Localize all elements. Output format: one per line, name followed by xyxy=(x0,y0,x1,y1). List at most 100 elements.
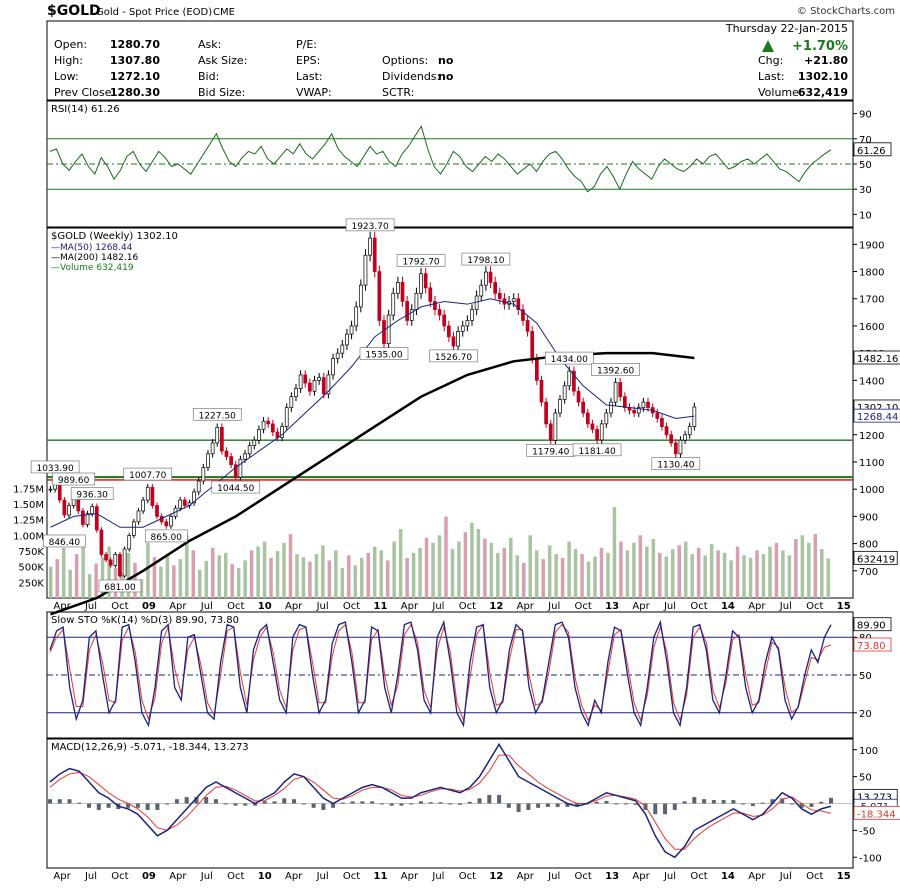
volume-bar xyxy=(185,535,189,598)
price-candle xyxy=(155,505,159,517)
price-annotation: 1181.40 xyxy=(578,447,615,457)
quote-box: Open: 1280.70 High: 1307.80 Low: 1272.10… xyxy=(46,20,854,101)
volume-bar xyxy=(696,547,701,598)
x-tick-label: Oct xyxy=(459,601,476,612)
price-annotation: 989.60 xyxy=(58,476,90,486)
price-candle xyxy=(48,488,53,491)
volume-bar xyxy=(768,546,772,598)
volume-tick: 1.75M xyxy=(13,484,44,495)
macd-x-tick-label: 14 xyxy=(721,871,735,882)
volume-bar xyxy=(554,554,558,598)
price-candle xyxy=(669,434,674,444)
macd-x-tick-label: Oct xyxy=(690,871,707,882)
volume-bar xyxy=(677,545,681,598)
price-candle xyxy=(252,439,257,446)
price-candle xyxy=(484,271,488,286)
high-label: High: xyxy=(54,54,83,67)
price-candle xyxy=(335,352,340,359)
macd-hist-bar xyxy=(702,799,707,804)
x-tick-label: Jul xyxy=(779,601,792,612)
price-candle xyxy=(99,529,104,555)
volume-bar xyxy=(107,546,111,598)
annotation-box xyxy=(70,487,114,500)
macd-hist-bar xyxy=(389,803,394,806)
price-candle xyxy=(687,426,692,436)
volume-bar xyxy=(411,552,416,598)
volume-bar xyxy=(372,546,377,598)
volume-bar xyxy=(327,560,332,598)
price-annotation: 1179.40 xyxy=(532,447,569,457)
price-candle xyxy=(488,271,493,283)
last-value: 1302.10 xyxy=(798,70,848,83)
price-annotation: 1130.40 xyxy=(657,461,694,471)
macd-x-tick-label: Apr xyxy=(169,871,187,882)
macd-hist-bar xyxy=(663,803,668,815)
chg-label: Chg: xyxy=(758,54,783,67)
x-tick-label: 11 xyxy=(374,601,388,612)
volume-bar xyxy=(347,555,351,598)
price-candle xyxy=(456,331,460,347)
macd-tick: 100 xyxy=(859,746,878,757)
volume-bar xyxy=(528,535,532,598)
price-candle xyxy=(294,388,298,398)
volume-bar xyxy=(340,567,345,598)
volume-tick: 1.00M xyxy=(13,531,44,542)
volume-bar xyxy=(249,550,254,598)
macd-hist-bar xyxy=(458,803,463,805)
annotation-box xyxy=(544,351,594,365)
volume-bar xyxy=(366,552,370,598)
sto-label: Slow STO %K(14) %D(3) 89.90, 73.80 xyxy=(51,615,239,626)
price-candle xyxy=(229,456,233,466)
macd-x-tick-label: Jul xyxy=(663,871,676,882)
volume-bar xyxy=(431,542,435,598)
price-candle xyxy=(562,385,567,400)
macd-x-tick-label: 13 xyxy=(605,871,619,882)
volume-bar xyxy=(638,535,643,598)
price-annotation: 1033.90 xyxy=(36,464,73,474)
volume-bar xyxy=(755,550,759,598)
volume-bar xyxy=(502,547,507,598)
volume-bar xyxy=(444,516,448,598)
macd-tick: 50 xyxy=(859,773,872,784)
price-candle xyxy=(405,301,410,321)
macd-x-tick-label: Jul xyxy=(200,871,213,882)
macd-hist-bar xyxy=(731,800,736,804)
macd-hist-bar xyxy=(272,801,277,804)
macd-hist-bar xyxy=(243,803,248,806)
macd-hist-bar xyxy=(711,800,716,804)
macd-tick: -50 xyxy=(859,826,875,837)
legend-item: —MA(50) 1268.44 xyxy=(51,243,133,253)
price-candle xyxy=(321,377,326,395)
price-tick: 1400 xyxy=(859,376,884,387)
volume-bar xyxy=(217,555,221,598)
volume-bar xyxy=(230,564,234,598)
volume-bar xyxy=(81,541,85,598)
volume-current: 632419 xyxy=(857,554,895,565)
price-candle xyxy=(497,292,502,300)
price-tick: 1000 xyxy=(859,485,884,496)
macd-x-tick-label: Apr xyxy=(632,871,650,882)
bid-label: Bid: xyxy=(198,70,219,83)
macd-signal-current-box xyxy=(853,805,900,820)
macd-x-tick-label: Jul xyxy=(779,871,792,882)
volume-bar xyxy=(236,567,241,598)
price-candle xyxy=(511,298,516,302)
volume-bar xyxy=(735,546,740,598)
price-candle xyxy=(386,314,391,344)
x-tick-label: 14 xyxy=(721,601,735,612)
macd-hist-bar xyxy=(282,798,287,804)
annotation-box xyxy=(591,363,640,376)
volume-bar xyxy=(210,547,215,598)
price-candle xyxy=(655,412,660,419)
macd-hist-bar xyxy=(516,803,521,813)
macd-hist-bar xyxy=(174,799,179,804)
macd-hist-bar xyxy=(760,802,765,804)
x-tick-label: Apr xyxy=(285,601,303,612)
last-current: 1302.10 xyxy=(857,403,898,414)
macd-hist-bar xyxy=(575,803,580,806)
copyright: © StockCharts.com xyxy=(797,6,895,17)
price-candle xyxy=(553,412,558,441)
price-candle xyxy=(192,491,196,504)
volume-bar xyxy=(256,546,260,598)
